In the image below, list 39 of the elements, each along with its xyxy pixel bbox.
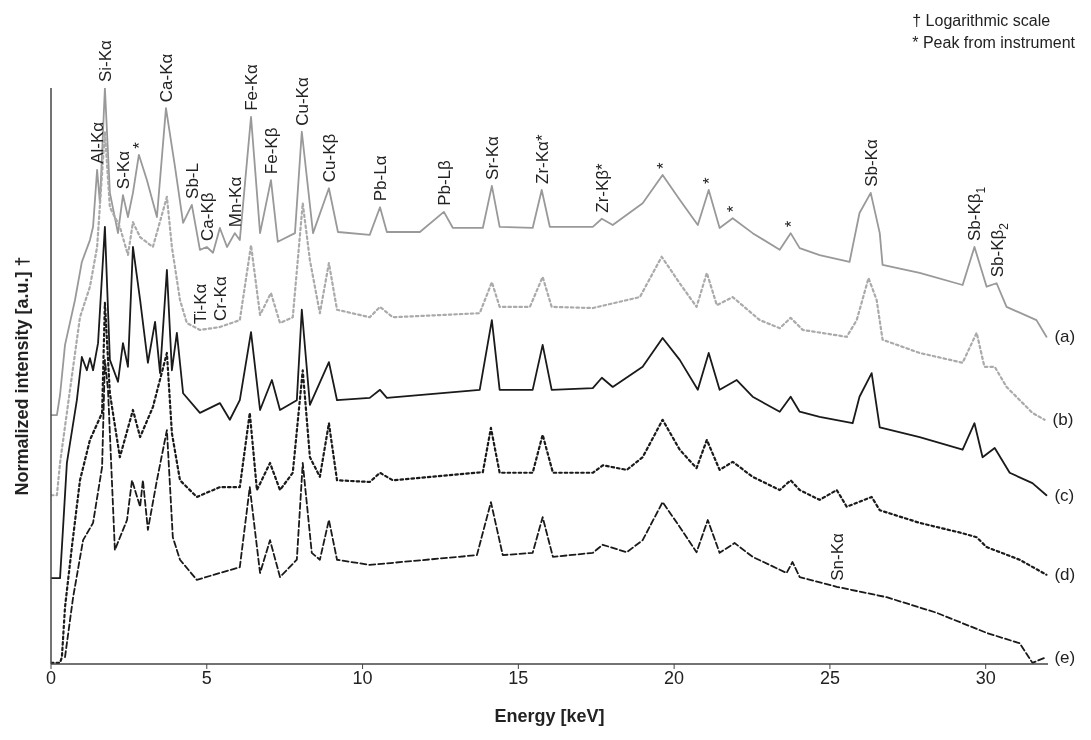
annotation: S-Kα [113, 150, 133, 190]
annotation: Ca-Kα [156, 53, 176, 103]
y-axis-title: Normalized intensity [a.u.] † [12, 256, 33, 496]
x-tick-label: 15 [508, 667, 529, 688]
x-tick-label: 0 [45, 667, 57, 688]
annotation: * [723, 205, 743, 213]
annotation: * [699, 176, 719, 184]
annotation: Fe-Kβ [261, 127, 281, 175]
annotation: Fe-Kα [241, 63, 261, 111]
annotation: Sn-Kα [827, 533, 847, 581]
x-axis-title: Energy [keV] [494, 706, 605, 726]
annotation: Zr-Kα* [532, 134, 552, 184]
x-tick-label: 10 [352, 667, 373, 688]
series-label: (c) [1054, 485, 1075, 505]
annotation: Cu-Kβ [319, 133, 339, 183]
annotation: Si-Kα [95, 39, 115, 82]
series-label: (d) [1054, 565, 1076, 585]
series-label: (e) [1054, 647, 1076, 667]
annotation: * [653, 161, 673, 169]
x-tick-label: 25 [819, 667, 840, 688]
series-label: (a) [1054, 327, 1076, 347]
annotation: * [781, 220, 801, 228]
annotation: Sb-Kα [861, 139, 881, 187]
annotation: Pb-Lα [370, 155, 390, 202]
text: † Logarithmic scale [912, 11, 1052, 31]
x-tick-label: 20 [664, 667, 685, 688]
annotation: Al-Kα [87, 121, 107, 164]
text: * Peak from instrument [912, 33, 1075, 53]
annotation: Pb-Lβ [434, 159, 454, 206]
annotation: Ti-Kα [190, 283, 210, 324]
annotation: Cu-Kα [292, 77, 312, 126]
annotation: Sr-Kα [482, 135, 502, 180]
annotation: Zr-Kβ* [592, 162, 612, 213]
x-tick-label: 5 [201, 667, 212, 688]
x-tick-label: 30 [975, 667, 996, 688]
series-label: (b) [1052, 410, 1074, 430]
annotation: Cr-Kα [210, 276, 230, 322]
annotation: Mn-Kα [225, 176, 245, 228]
annotation: * [129, 141, 149, 149]
